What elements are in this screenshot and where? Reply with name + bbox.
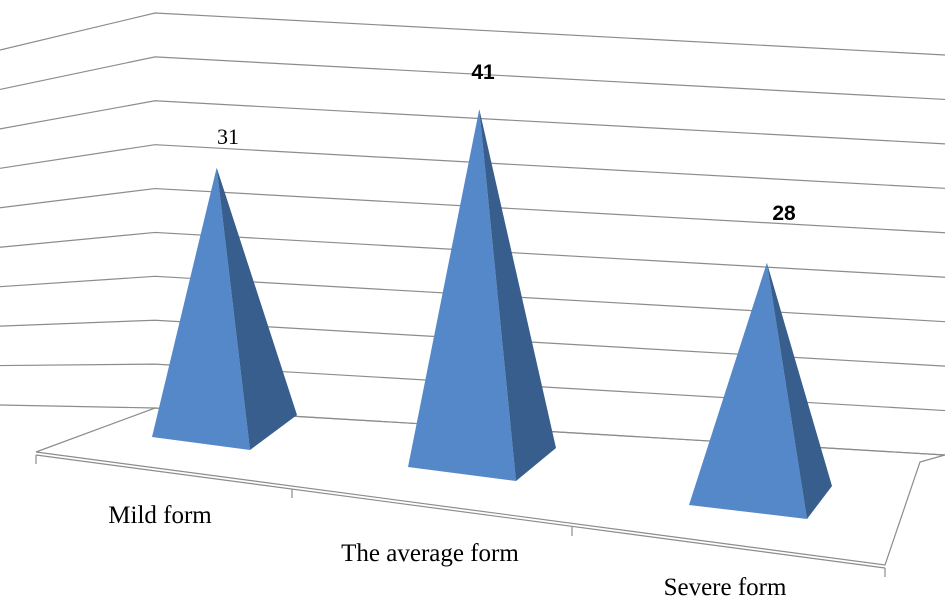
pyramids	[152, 109, 832, 519]
pyramid-front-face	[408, 109, 516, 481]
gridline	[0, 363, 945, 412]
gridline	[0, 100, 945, 145]
pyramid-side-face	[766, 262, 832, 519]
pyramid-front-face	[689, 262, 807, 519]
gridline	[0, 144, 945, 189]
category-label: The average form	[341, 540, 519, 567]
data-label: 28	[772, 202, 796, 225]
category-label: Mild form	[108, 502, 212, 529]
gridline	[0, 12, 945, 56]
gridline	[0, 187, 945, 234]
pyramid-side-face	[479, 109, 556, 481]
gridline	[0, 319, 945, 367]
category-label: Severe form	[664, 574, 787, 599]
gridline	[0, 231, 945, 278]
category-axis	[35, 454, 886, 569]
floor-outline	[35, 407, 945, 566]
gridline	[0, 56, 945, 101]
chart-floor	[35, 407, 945, 577]
pyramid-front-face	[152, 167, 250, 450]
pyramid-side-face	[216, 167, 297, 450]
data-label: 31	[217, 124, 239, 149]
labels: 31 Mild form 41 The average form 28 Severe fo…	[108, 61, 796, 599]
data-label: 41	[471, 61, 495, 84]
gridline	[0, 275, 945, 323]
